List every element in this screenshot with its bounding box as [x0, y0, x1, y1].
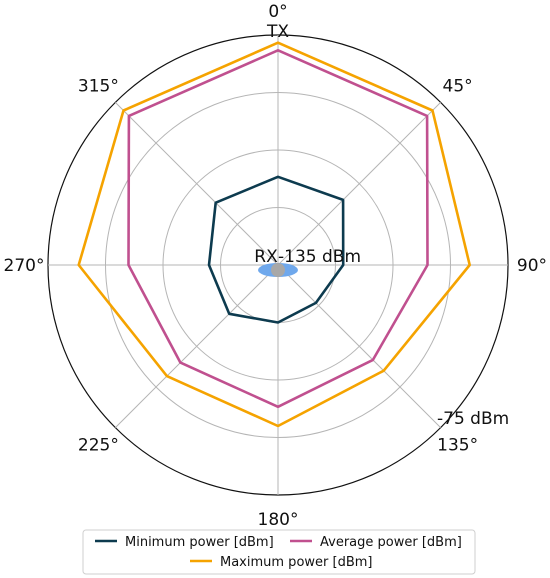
series-line — [207, 175, 345, 324]
grid-spoke — [277, 102, 441, 266]
grid-spoke — [115, 102, 279, 266]
rx-marker — [258, 263, 298, 277]
legend: Minimum power [dBm] Average power [dBm] Ma… — [82, 529, 476, 575]
legend-label: Average power [dBm] — [320, 535, 462, 550]
rx-dot — [271, 263, 285, 277]
angle-tick-label: 90° — [517, 256, 547, 276]
legend-entries: Minimum power [dBm] Average power [dBm] Ma… — [95, 535, 462, 570]
series-lines — [77, 41, 472, 428]
grid-spoke — [277, 264, 441, 428]
angle-tick-label: 180° — [258, 510, 299, 530]
angular-tick-labels: 0° 45° 90° 135° 180° 225° 270° 315° — [4, 2, 548, 530]
angle-tick-label: 0° — [268, 2, 287, 22]
angle-tick-label: 225° — [78, 436, 119, 456]
outer-radial-label: -75 dBm — [437, 409, 509, 429]
polar-grid — [47, 34, 509, 496]
rx-label: RX — [254, 247, 278, 267]
series-line — [77, 41, 472, 428]
angle-tick-label: 315° — [78, 76, 119, 96]
legend-frame — [82, 529, 476, 575]
grid-spoke — [115, 264, 279, 428]
inner-radial-label: -135 dBm — [278, 247, 361, 267]
series-line — [127, 48, 429, 409]
legend-label: Minimum power [dBm] — [125, 535, 274, 550]
angle-tick-label: 45° — [443, 76, 473, 96]
legend-label: Maximum power [dBm] — [220, 555, 372, 570]
angle-tick-label: 270° — [4, 256, 45, 276]
angle-tick-label: 135° — [437, 436, 478, 456]
tx-label: TX — [266, 22, 289, 42]
